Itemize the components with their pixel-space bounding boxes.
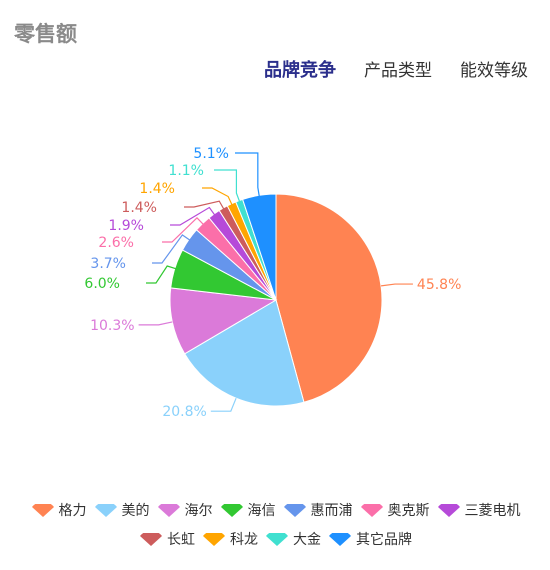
legend-item-7[interactable]: 长虹 [138,529,195,549]
legend-swatch-icon [220,503,243,517]
leader-line-5 [162,216,206,243]
leader-line-0 [380,283,413,287]
legend-label: 三菱电机 [464,503,521,519]
tab-product-type[interactable]: 产品类型 [364,61,432,81]
data-label-1: 20.8% [162,404,206,420]
legend-label: 格力 [58,503,87,519]
leader-line-4 [152,234,193,264]
legend-label: 美的 [121,503,150,519]
legend-label: 海信 [247,503,276,519]
pie-slice-1[interactable] [183,299,305,407]
leader-line-8 [202,187,234,208]
leader-line-6 [170,206,217,226]
legend-swatch-icon [266,532,288,546]
leader-line-7 [184,200,226,212]
legend-label: 长虹 [167,532,195,548]
data-label-4: 3.7% [90,256,126,272]
category-tabs: 品牌竞争 产品类型 能效等级 [264,56,528,82]
leader-line-3 [146,265,179,284]
data-label-3: 6.0% [84,276,120,292]
legend-swatch-icon [360,503,383,517]
data-label-6: 1.9% [108,218,144,234]
legend-label: 其它品牌 [356,532,412,548]
legend-label: 惠而浦 [310,503,353,519]
legend-item-0[interactable]: 格力 [30,500,87,520]
legend-swatch-icon [203,532,225,546]
legend-swatch-icon [31,503,54,517]
data-label-2: 10.3% [90,318,134,334]
legend-item-10[interactable]: 其它品牌 [327,529,412,549]
legend-label: 大金 [293,532,321,548]
legend-item-8[interactable]: 科龙 [201,529,258,549]
legend-swatch-icon [140,532,162,546]
data-label-7: 1.4% [121,200,157,216]
data-label-8: 1.4% [139,181,175,197]
leader-line-1 [210,397,237,412]
legend-label: 海尔 [184,503,213,519]
data-label-5: 2.6% [98,235,134,251]
tab-energy-efficiency[interactable]: 能效等级 [460,61,528,81]
legend-swatch-icon [94,503,117,517]
legend-item-6[interactable]: 三菱电机 [436,500,521,520]
chart-title: 零售额 [14,22,77,46]
leader-line-2 [138,321,173,326]
legend-item-9[interactable]: 大金 [264,529,321,549]
legend-item-5[interactable]: 奥克斯 [359,500,430,520]
data-label-10: 5.1% [193,146,229,162]
legend-swatch-icon [437,503,460,517]
legend-swatch-icon [329,532,351,546]
legend-label: 科龙 [230,532,258,548]
legend-item-4[interactable]: 惠而浦 [282,500,353,520]
leader-line-10 [235,152,261,200]
legend-item-3[interactable]: 海信 [219,500,276,520]
chart-legend: 格力 美的 海尔 海信 惠而浦 奥克斯 三菱电机长虹 科龙 大金 其它品牌 [0,500,550,549]
pie-chart: 45.8% 20.8% 10.3% 6.0% 3.7% 2.6%1.9% 1.4% 1.4% 1… [84,146,461,420]
legend-swatch-icon [157,503,180,517]
leader-line-9 [214,169,242,205]
legend-label: 奥克斯 [387,503,430,519]
legend-swatch-icon [283,503,306,517]
tab-brand-competition[interactable]: 品牌竞争 [264,60,336,81]
legend-item-2[interactable]: 海尔 [156,500,213,520]
data-label-9: 1.1% [168,163,204,179]
legend-item-1[interactable]: 美的 [93,500,150,520]
data-label-0: 45.8% [417,277,461,293]
